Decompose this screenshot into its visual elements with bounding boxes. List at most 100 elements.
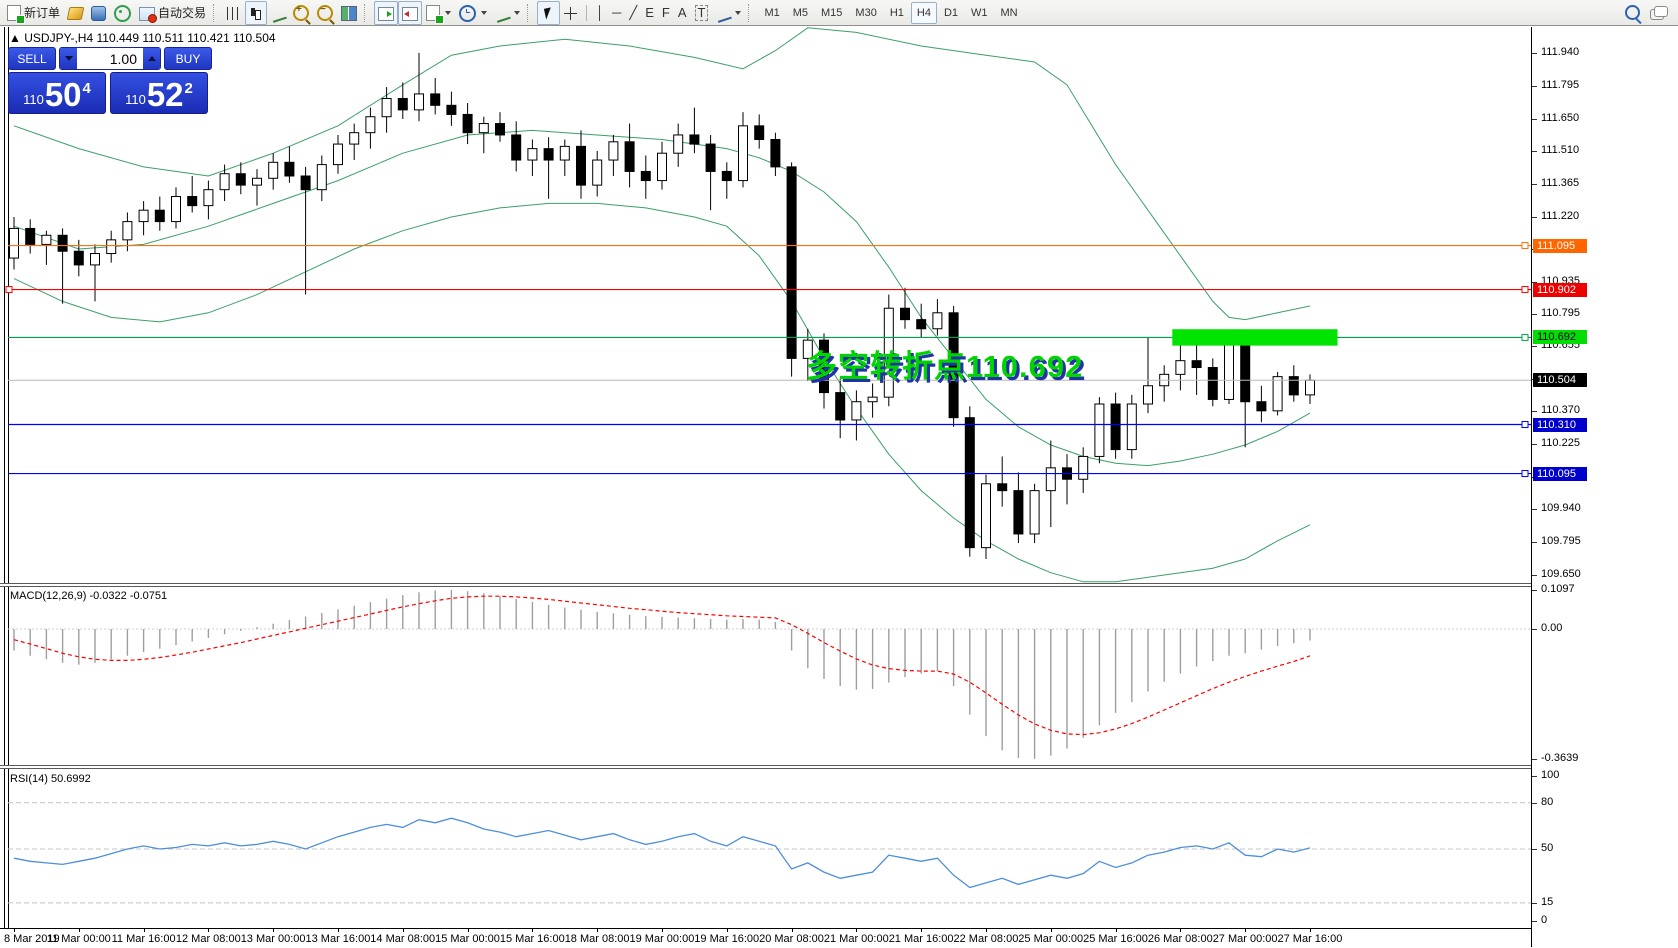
tf-button-W1[interactable]: W1 (971, 6, 988, 19)
blue-badge-icon (91, 5, 107, 21)
volume-input[interactable] (77, 48, 143, 69)
periods-button[interactable] (455, 1, 491, 25)
fibonacci-icon: F (661, 4, 670, 20)
chevron-down-icon (514, 10, 521, 15)
bar-chart-button[interactable] (223, 1, 245, 25)
search-icon[interactable] (1625, 5, 1640, 20)
zoom-in-button[interactable]: + (289, 1, 313, 25)
tf-button-M1[interactable]: M1 (764, 6, 780, 19)
auto-scroll-button[interactable] (374, 0, 399, 25)
chart-profile-button[interactable] (64, 1, 87, 25)
hline-right-marker[interactable] (1521, 286, 1529, 294)
tile-windows-button[interactable] (337, 1, 361, 25)
vertical-line-icon: │ (596, 4, 605, 20)
tf-button-D1[interactable]: D1 (943, 6, 959, 19)
price-tick-dash (1532, 921, 1537, 922)
highlight-rectangle[interactable] (1172, 329, 1338, 346)
fibonacci-button[interactable]: F (658, 1, 674, 25)
panel-separator[interactable] (0, 765, 1531, 769)
line-chart-button[interactable] (267, 1, 289, 25)
time-axis-label: 19 Mar 00:00 (629, 933, 695, 945)
chat-icon[interactable] (1650, 5, 1668, 20)
hline-left-marker[interactable] (5, 286, 13, 294)
macd-panel-canvas[interactable] (0, 587, 1531, 765)
autotrading-label: 自动交易 (158, 6, 207, 20)
candle (365, 107, 376, 149)
volume-decrease-button[interactable] (60, 48, 77, 69)
autotrading-button[interactable]: 自动交易 (135, 1, 210, 25)
hline-111.095[interactable] (8, 242, 1531, 250)
price-tick-dash (1532, 802, 1537, 804)
candle (1288, 365, 1299, 402)
chart-shift-button[interactable] (398, 0, 423, 25)
price-tick-dash (1532, 589, 1537, 591)
tf-button-H4[interactable]: H4 (910, 1, 937, 24)
zoom-in-icon: + (293, 4, 310, 21)
equidistant-channel-button[interactable]: E (641, 1, 658, 25)
candle (495, 112, 505, 142)
arrows-button[interactable]: A (674, 1, 691, 25)
shapes-button[interactable] (712, 1, 745, 25)
tf-button-MN[interactable]: MN (1000, 6, 1018, 19)
time-tick (1245, 929, 1247, 932)
hline-110.902[interactable] (5, 286, 1531, 294)
candle (1143, 337, 1153, 414)
chevron-down-icon (735, 10, 742, 15)
sell-button[interactable]: SELL (8, 47, 56, 70)
tf-button-H1[interactable]: H1 (889, 6, 904, 19)
volume-increase-button[interactable] (143, 48, 160, 69)
panel-separator[interactable] (0, 583, 1531, 587)
price-tick-dash (1532, 902, 1537, 904)
candle (819, 333, 829, 409)
tf-button-M30[interactable]: M30 (855, 6, 877, 19)
hline-right-marker[interactable] (1521, 470, 1529, 478)
hline-right-marker[interactable] (1521, 421, 1529, 429)
candle (381, 87, 392, 133)
chart-text-annotation[interactable]: 多空转折点110.692 (806, 349, 1084, 384)
hline-price-label-110.692: 110.692 (1533, 330, 1587, 345)
candle (738, 112, 748, 188)
new-order-button[interactable]: 新订单 (3, 1, 64, 25)
text-label-button[interactable]: T (691, 1, 713, 25)
time-axis[interactable]: 8 Mar 2019 11 Mar 00:00 11 Mar 16:00 12 Mar… (0, 928, 1531, 948)
tf-button-M15[interactable]: M15 (821, 6, 843, 19)
hline-right-marker[interactable] (1521, 333, 1529, 341)
sell-price-display[interactable]: 110 50 4 (8, 72, 106, 114)
vertical-line-button[interactable]: │ (592, 1, 608, 25)
candle (608, 134, 619, 176)
chevron-down-icon (445, 10, 452, 15)
tile-windows-icon (341, 5, 358, 21)
templates-button[interactable] (491, 1, 524, 25)
price-tick-dash (1532, 758, 1537, 760)
price-tick-dash (1532, 85, 1537, 87)
price-axis[interactable]: 111.940 111.795 111.650 111.510 111.365 111.2… (1531, 27, 1678, 947)
trendline-button[interactable]: ╱ (625, 1, 641, 25)
hline-110.310[interactable] (8, 421, 1531, 429)
indicators-button[interactable] (422, 1, 455, 25)
buy-button[interactable]: BUY (164, 47, 212, 70)
time-tick (986, 929, 987, 932)
candle (25, 219, 36, 254)
price-tick-dash (1532, 345, 1537, 347)
main-chart-canvas[interactable] (0, 27, 1531, 583)
line-icon (269, 4, 287, 23)
hline-right-marker[interactable] (1521, 242, 1529, 250)
hline-110.095[interactable] (8, 470, 1531, 478)
tf-button-M5[interactable]: M5 (792, 6, 809, 19)
horizontal-line-button[interactable]: ─ (608, 1, 625, 25)
buy-price-display[interactable]: 110 52 2 (110, 72, 208, 114)
cursor-button[interactable] (537, 0, 561, 25)
community-button[interactable] (87, 1, 110, 25)
candle (1078, 447, 1089, 493)
price-tick-dash (1532, 541, 1537, 543)
candlestick-chart-button[interactable] (245, 0, 268, 25)
candle (705, 134, 716, 211)
signals-button[interactable] (110, 1, 135, 25)
candle (624, 123, 635, 188)
crosshair-button[interactable] (560, 1, 581, 25)
collapse-arrow-icon[interactable]: ▲ (9, 31, 21, 45)
rsi-panel-canvas[interactable] (0, 769, 1531, 928)
hline-price-label-111.095: 111.095 (1533, 238, 1587, 253)
toolbar-grip (364, 3, 369, 22)
zoom-out-button[interactable]: − (313, 1, 337, 25)
